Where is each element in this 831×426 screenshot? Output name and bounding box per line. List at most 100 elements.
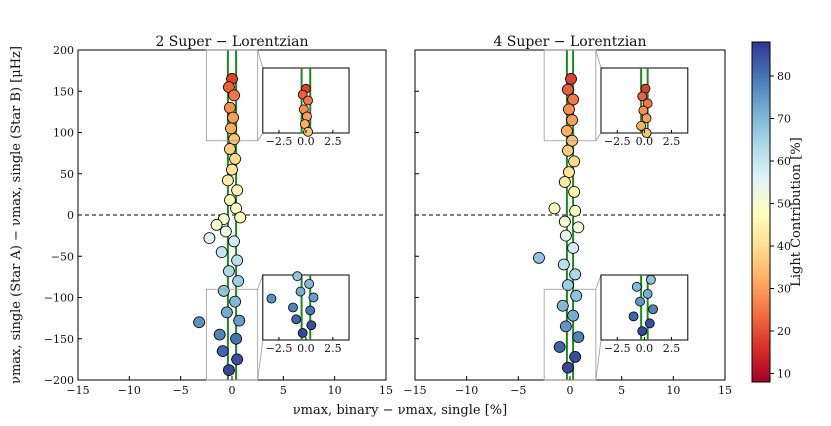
zoom-connector: [595, 339, 602, 381]
inset-lower: −2.5 0.0 2.5: [205, 271, 350, 381]
data-point: [562, 361, 574, 374]
inset-data-point: [636, 121, 647, 131]
data-point: [559, 229, 572, 242]
colorbar-tick-label: 20: [777, 325, 791, 338]
data-point: [226, 163, 238, 176]
y-tick-label: −100: [44, 292, 74, 305]
inset-x-tick-label: 2.5: [663, 135, 681, 148]
data-point: [216, 345, 229, 358]
x-tick-label: 0: [567, 384, 574, 397]
zoom-connector: [595, 132, 602, 141]
inset-x-tick-label: 2.5: [324, 342, 342, 355]
data-point: [567, 309, 579, 322]
x-tick-label: −5: [510, 384, 526, 397]
zoom-connector: [257, 274, 264, 290]
inset-x-tick-label: 0.0: [636, 135, 654, 148]
data-point: [225, 122, 237, 135]
data-point: [553, 341, 566, 353]
data-point: [562, 83, 574, 96]
data-point: [565, 72, 577, 85]
zoom-region: [543, 49, 597, 142]
colorbar-tick-label: 40: [777, 240, 791, 253]
data-point: [568, 155, 581, 168]
inset-x-tick-label: −2.5: [604, 342, 631, 355]
data-points: −2.5 0.0 2.5 −2.5 0.0 2.5: [78, 49, 386, 381]
colorbar-tick-label: 50: [777, 198, 791, 211]
y-tick-label: −50: [51, 250, 74, 263]
data-point: [561, 124, 573, 137]
x-tick-label: −5: [173, 384, 189, 397]
inset-x-tick-label: 2.5: [324, 135, 342, 148]
data-point: [215, 246, 228, 259]
inset-data-point: [642, 98, 653, 109]
data-point: [220, 306, 233, 319]
data-point: [228, 235, 240, 248]
colorbar-label: Light Contribution [%]: [789, 137, 804, 287]
y-tick-label: 150: [53, 85, 74, 98]
panel-2-super-lorentzian: 2 Super − Lorentzian −2.5 0.0 2.5 −2.5 0.0 2.…: [44, 34, 393, 397]
data-point: [219, 225, 232, 238]
data-point: [568, 185, 581, 198]
data-point: [569, 350, 582, 363]
data-point: [567, 93, 579, 106]
data-point: [224, 143, 236, 155]
panel-title: 4 Super − Lorentzian: [493, 34, 646, 50]
inset-data-point: [642, 289, 653, 299]
data-point: [221, 174, 234, 187]
data-point: [224, 194, 236, 207]
zoom-connector: [257, 339, 264, 381]
data-point: [566, 114, 578, 127]
data-point: [231, 254, 244, 267]
inset-x-tick-label: −2.5: [604, 135, 631, 148]
inset-data-point: [306, 320, 317, 331]
inset-x-tick-label: −2.5: [266, 135, 293, 148]
zoom-connector: [257, 49, 264, 69]
data-point: [567, 242, 579, 254]
data-point: [548, 202, 561, 215]
colorbar-gradient: [751, 41, 771, 383]
colorbar-tick-label: 80: [777, 70, 791, 83]
inset-data-point: [303, 126, 313, 137]
colorbar-ticks: 10 20 30 40 50 60 70 80: [770, 70, 791, 381]
colorbar: 10 20 30 40 50 60 70 80 Light Contribution [%]: [751, 41, 804, 383]
inset-data-point: [266, 293, 277, 304]
data-point: [558, 176, 571, 188]
data-point: [558, 215, 571, 228]
y-tick-label: −200: [44, 374, 74, 387]
colorbar-tick-label: 70: [777, 113, 791, 126]
inset-data-point: [303, 95, 313, 106]
y-tick-label: 0: [67, 209, 74, 222]
data-point: [559, 320, 572, 333]
inset-data-point: [648, 304, 658, 315]
axis-ticks: −15 −10 −5 0 5 10 15: [403, 49, 732, 397]
inset-data-point: [288, 302, 298, 313]
x-tick-label: −15: [403, 384, 426, 397]
x-tick-label: 15: [718, 384, 732, 397]
data-point: [223, 265, 235, 278]
data-point: [228, 89, 240, 102]
data-point: [569, 204, 582, 217]
inset-data-point: [295, 286, 306, 297]
colorbar-tick-label: 60: [777, 155, 791, 168]
data-point: [224, 101, 236, 114]
colorbar-tick-label: 10: [777, 368, 791, 381]
inset-data-point: [646, 274, 656, 285]
x-axis-label: νmax, binary − νmax, single [%]: [293, 403, 507, 418]
inset-upper: −2.5 0.0 2.5: [543, 49, 689, 148]
x-tick-label: −10: [118, 384, 141, 397]
zoom-connector: [595, 274, 602, 290]
inset-data-point: [308, 292, 319, 303]
data-point: [232, 275, 245, 287]
colorbar-tick-label: 30: [777, 283, 791, 296]
inset-x-tick-label: 0.0: [297, 342, 315, 355]
inset-data-point: [644, 318, 655, 329]
data-point: [229, 295, 241, 308]
x-tick-label: −15: [66, 384, 89, 397]
panel-title: 2 Super − Lorentzian: [155, 34, 308, 50]
data-point: [229, 152, 241, 165]
y-axis-label: νmax, single (Star A) − νmax, single (St…: [9, 46, 24, 384]
inset-data-point: [305, 305, 316, 316]
inset-data-point: [291, 314, 302, 325]
x-tick-label: 10: [328, 384, 342, 397]
